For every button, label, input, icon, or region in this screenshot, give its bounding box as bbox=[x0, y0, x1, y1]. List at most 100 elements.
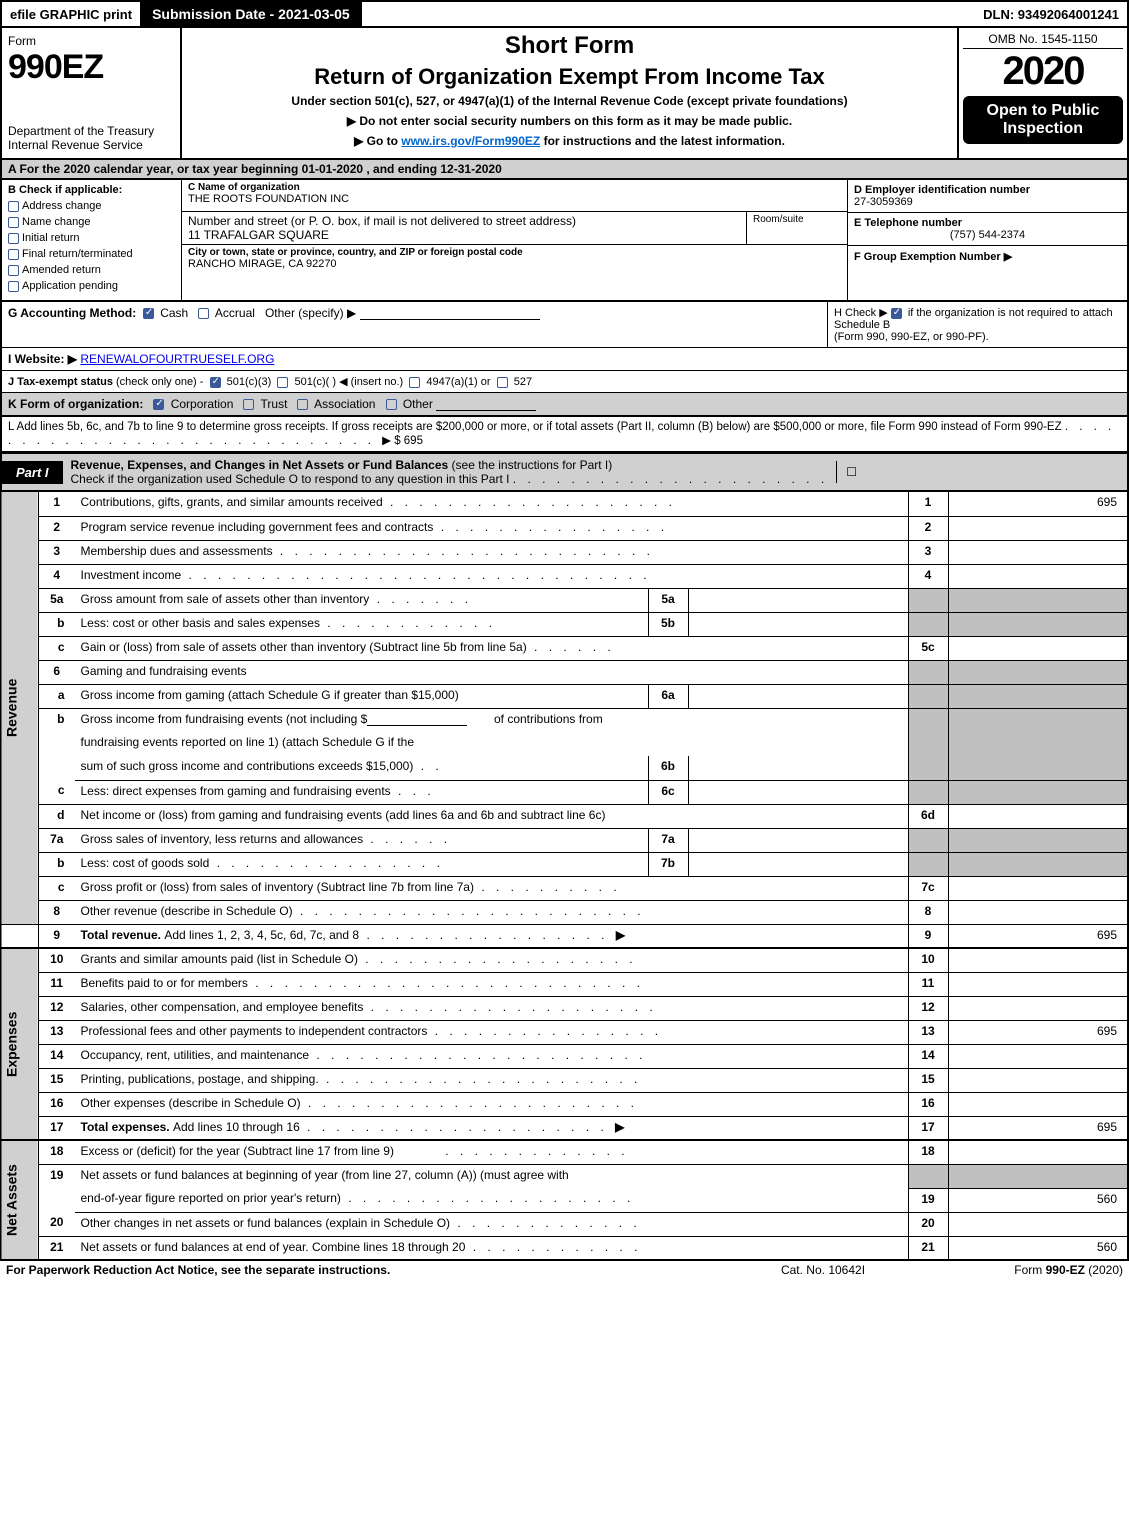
checkbox-icon[interactable] bbox=[297, 399, 308, 410]
checkbox-icon[interactable] bbox=[277, 377, 288, 388]
line-col: 7c bbox=[908, 876, 948, 900]
check-name-change[interactable]: Name change bbox=[8, 216, 175, 228]
line-col: 4 bbox=[908, 564, 948, 588]
line-desc: Less: direct expenses from gaming and fu… bbox=[75, 780, 649, 804]
shaded-cell bbox=[948, 660, 1128, 684]
paperwork-notice: For Paperwork Reduction Act Notice, see … bbox=[6, 1263, 723, 1277]
line-4: 4 Investment income . . . . . . . . . . … bbox=[1, 564, 1128, 588]
checkbox-checked-icon[interactable] bbox=[153, 399, 164, 410]
line-desc: Less: cost or other basis and sales expe… bbox=[75, 612, 649, 636]
room-suite: Room/suite bbox=[747, 212, 847, 244]
line-num: 9 bbox=[39, 924, 75, 948]
section-d: D Employer identification number 27-3059… bbox=[848, 180, 1127, 213]
form-number: 990EZ bbox=[8, 48, 174, 87]
other-specify-input[interactable] bbox=[360, 306, 540, 320]
501c3-option: 501(c)(3) bbox=[227, 376, 272, 388]
shaded-cell bbox=[908, 684, 948, 708]
line-7a: 7a Gross sales of inventory, less return… bbox=[1, 828, 1128, 852]
line-6b-3: sum of such gross income and contributio… bbox=[1, 756, 1128, 780]
line-col: 10 bbox=[908, 948, 948, 972]
line-num: b bbox=[39, 708, 75, 780]
line-num: 6 bbox=[39, 660, 75, 684]
check-application-pending[interactable]: Application pending bbox=[8, 280, 175, 292]
part-1-check-text: Check if the organization used Schedule … bbox=[71, 472, 510, 486]
efile-label[interactable]: efile GRAPHIC print bbox=[2, 3, 140, 26]
line-desc: Salaries, other compensation, and employ… bbox=[75, 996, 909, 1020]
website-link[interactable]: RENEWALOFOURTRUESELF.ORG bbox=[80, 352, 274, 366]
line-amount bbox=[948, 804, 1128, 828]
net-assets-side-label: Net Assets bbox=[1, 1140, 39, 1260]
line-18: Net Assets 18 Excess or (deficit) for th… bbox=[1, 1140, 1128, 1164]
sub-num: 6b bbox=[648, 756, 688, 780]
sub-val bbox=[688, 852, 908, 876]
sub-val bbox=[688, 828, 908, 852]
ein-label: D Employer identification number bbox=[854, 184, 1121, 196]
cat-no: Cat. No. 10642I bbox=[723, 1263, 923, 1277]
check-final-return[interactable]: Final return/terminated bbox=[8, 248, 175, 260]
contrib-input[interactable] bbox=[367, 712, 467, 726]
section-l-row: L Add lines 5b, 6c, and 7b to line 9 to … bbox=[0, 417, 1129, 453]
line-6d: d Net income or (loss) from gaming and f… bbox=[1, 804, 1128, 828]
checkbox-checked-icon[interactable] bbox=[143, 308, 154, 319]
line-col: 13 bbox=[908, 1020, 948, 1044]
checkbox-icon[interactable] bbox=[243, 399, 254, 410]
line-desc: Membership dues and assessments . . . . … bbox=[75, 540, 909, 564]
checkbox-icon[interactable] bbox=[497, 377, 508, 388]
check-label-text: Name change bbox=[22, 216, 91, 228]
line-amount bbox=[948, 540, 1128, 564]
under-section-text: Under section 501(c), 527, or 4947(a)(1)… bbox=[190, 94, 949, 108]
ssn-warning: ▶ Do not enter social security numbers o… bbox=[190, 114, 949, 128]
blank-side bbox=[1, 924, 39, 948]
line-desc: Other changes in net assets or fund bala… bbox=[75, 1212, 909, 1236]
checkbox-icon[interactable] bbox=[198, 308, 209, 319]
other-org-option: Other bbox=[403, 397, 433, 411]
line-desc: Contributions, gifts, grants, and simila… bbox=[75, 492, 909, 516]
line-num: 12 bbox=[39, 996, 75, 1020]
line-num: 5a bbox=[39, 588, 75, 612]
other-org-input[interactable] bbox=[436, 397, 536, 411]
top-bar: efile GRAPHIC print Submission Date - 20… bbox=[0, 0, 1129, 26]
line-amount bbox=[948, 972, 1128, 996]
section-f: F Group Exemption Number ▶ bbox=[848, 246, 1127, 300]
sub-num: 5b bbox=[648, 612, 688, 636]
line-5a: 5a Gross amount from sale of assets othe… bbox=[1, 588, 1128, 612]
line-col: 6d bbox=[908, 804, 948, 828]
checkbox-checked-icon[interactable] bbox=[210, 377, 221, 388]
section-gh-row: G Accounting Method: Cash Accrual Other … bbox=[0, 302, 1129, 348]
line-amount: 560 bbox=[948, 1236, 1128, 1260]
header-right: OMB No. 1545-1150 2020 Open to Public In… bbox=[957, 28, 1127, 158]
return-title: Return of Organization Exempt From Incom… bbox=[190, 64, 949, 90]
527-option: 527 bbox=[514, 376, 532, 388]
line-amount: 695 bbox=[948, 492, 1128, 516]
line-desc: Gross sales of inventory, less returns a… bbox=[75, 828, 649, 852]
shaded-cell bbox=[908, 828, 948, 852]
checkbox-icon[interactable] bbox=[409, 377, 420, 388]
street-value: 11 TRAFALGAR SQUARE bbox=[188, 228, 740, 242]
line-amount: 695 bbox=[948, 1020, 1128, 1044]
check-amended-return[interactable]: Amended return bbox=[8, 264, 175, 276]
line-amount bbox=[948, 564, 1128, 588]
header-left: Form 990EZ Department of the Treasury In… bbox=[2, 28, 182, 158]
submission-date: Submission Date - 2021-03-05 bbox=[140, 2, 362, 26]
line-num: 11 bbox=[39, 972, 75, 996]
line-num: 4 bbox=[39, 564, 75, 588]
part-1-endbox[interactable]: ☐ bbox=[836, 461, 866, 483]
check-address-change[interactable]: Address change bbox=[8, 200, 175, 212]
checkbox-checked-icon[interactable] bbox=[891, 308, 902, 319]
accounting-method-label: G Accounting Method: bbox=[8, 306, 136, 320]
line-16: 16 Other expenses (describe in Schedule … bbox=[1, 1092, 1128, 1116]
checkbox-icon bbox=[8, 265, 19, 276]
line-13: 13 Professional fees and other payments … bbox=[1, 1020, 1128, 1044]
line-amount: 560 bbox=[948, 1188, 1128, 1212]
irs-link[interactable]: www.irs.gov/Form990EZ bbox=[401, 134, 540, 148]
shaded-cell bbox=[948, 708, 1128, 756]
section-b: B Check if applicable: Address change Na… bbox=[2, 180, 182, 300]
checkbox-icon[interactable] bbox=[386, 399, 397, 410]
line-19-1: 19 Net assets or fund balances at beginn… bbox=[1, 1164, 1128, 1188]
shaded-cell bbox=[908, 708, 948, 756]
org-name-value: THE ROOTS FOUNDATION INC bbox=[188, 193, 841, 205]
other-option: Other (specify) ▶ bbox=[265, 306, 356, 320]
line-desc: Program service revenue including govern… bbox=[75, 516, 909, 540]
check-initial-return[interactable]: Initial return bbox=[8, 232, 175, 244]
shaded-cell bbox=[948, 612, 1128, 636]
